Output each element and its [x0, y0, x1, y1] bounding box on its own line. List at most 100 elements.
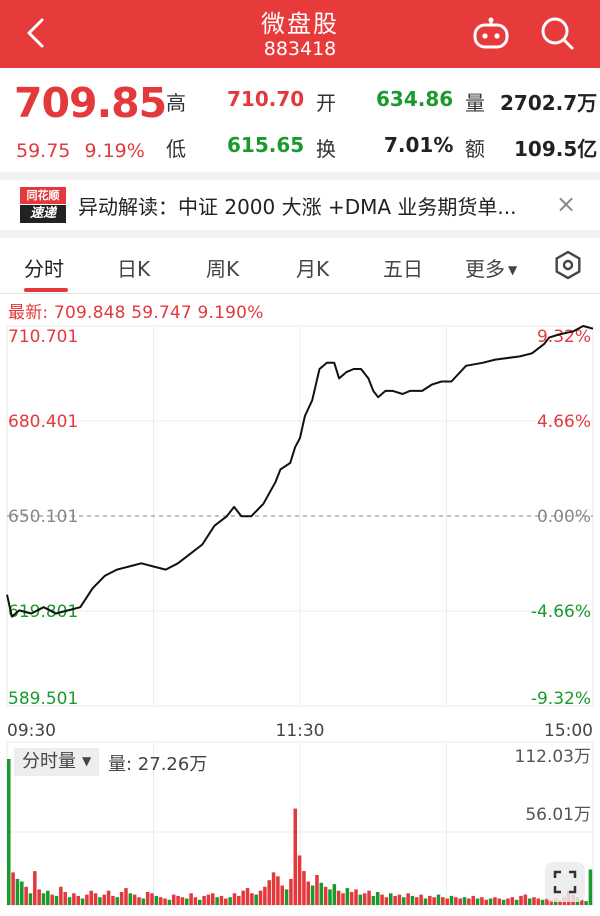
news-banner[interactable]: 同花顺 速递 异动解读：中证 2000 大涨 +DMA 业务期货单... ×	[0, 180, 600, 230]
volume-bar	[423, 898, 428, 905]
stock-name: 微盘股	[261, 10, 339, 38]
volume-bar	[72, 893, 76, 905]
volume-bar	[302, 871, 306, 905]
volume-bar	[436, 894, 441, 905]
y-tick-right: 0.00%	[537, 507, 591, 527]
volume-bar	[189, 893, 193, 905]
x-tick-label: 09:30	[7, 721, 56, 741]
volume-bar	[93, 893, 98, 905]
volume-bar	[289, 878, 293, 905]
intraday-chart[interactable]: 710.701 680.401 650.101 619.801 589.501 9.32%…	[0, 318, 600, 916]
volume-bar	[80, 898, 85, 905]
volume-bar	[406, 893, 410, 905]
volume-bar	[163, 898, 167, 905]
volume-bar	[467, 898, 471, 905]
y-tick-left: 589.501	[8, 689, 78, 709]
volume-bar	[393, 895, 397, 905]
volume-bar	[102, 894, 107, 905]
volume-bar	[371, 895, 376, 905]
volume-bar	[211, 893, 215, 905]
high-label: 高	[166, 91, 186, 115]
tab-daily-k[interactable]: 日K	[117, 257, 151, 281]
volume-bar	[367, 890, 371, 905]
volume-bar	[150, 893, 154, 905]
volume-bar	[419, 894, 423, 905]
volume-value: 2702.7万	[500, 91, 598, 115]
volume-bar	[245, 888, 250, 905]
volume-bar	[63, 892, 67, 905]
volume-bar	[228, 897, 232, 905]
close-icon[interactable]: ×	[556, 190, 577, 218]
volume-bar	[341, 893, 345, 905]
volume-bar	[484, 899, 489, 905]
volume-bar	[20, 881, 24, 905]
price-change: 59.75 9.19%	[16, 140, 145, 162]
y-tick-right: 4.66%	[537, 412, 591, 432]
volume-bar	[171, 894, 176, 905]
stock-code: 883418	[263, 38, 337, 60]
back-arrow-icon[interactable]	[20, 16, 54, 50]
tab-weekly-k[interactable]: 周K	[206, 257, 240, 281]
volume-bar	[475, 898, 480, 905]
fullscreen-button[interactable]	[545, 862, 585, 902]
caret-down-icon: ▼	[508, 263, 518, 277]
volume-bar	[11, 872, 15, 905]
volume-bar	[232, 893, 237, 905]
search-icon[interactable]	[539, 15, 575, 51]
volume-bar	[219, 895, 224, 905]
robot-assistant-icon[interactable]	[472, 17, 510, 51]
volume-bar	[145, 892, 150, 905]
volume-bar	[488, 898, 493, 905]
volume-indicator-selector[interactable]: 分时量 ▼	[14, 748, 100, 776]
volume-bar	[471, 895, 475, 905]
volume-bar	[306, 881, 311, 905]
volume-bar	[545, 898, 549, 905]
volume-bar	[37, 889, 41, 905]
volume-bar	[33, 871, 37, 905]
settings-hexagon-icon[interactable]	[553, 250, 583, 280]
volume-label: 量	[465, 91, 485, 115]
volume-bar	[284, 889, 289, 905]
volume-bar	[111, 895, 115, 905]
volume-bar	[7, 759, 11, 905]
amount-value: 109.5亿	[514, 137, 598, 161]
volume-bar	[323, 886, 328, 905]
tab-intraday[interactable]: 分时	[24, 257, 64, 281]
tab-more[interactable]: 更多 ▼	[465, 253, 517, 282]
open-value: 634.86	[376, 87, 454, 111]
tab-five-day[interactable]: 五日	[383, 257, 423, 281]
volume-bar	[167, 899, 172, 905]
news-headline[interactable]: 异动解读：中证 2000 大涨 +DMA 业务期货单...	[78, 195, 517, 219]
volume-bar	[336, 890, 341, 905]
volume-bar	[514, 899, 519, 905]
volume-bar	[98, 897, 102, 905]
volume-bar	[579, 899, 584, 905]
volume-bar	[428, 895, 432, 905]
volume-bar	[119, 892, 124, 905]
volume-bar	[76, 895, 80, 905]
x-tick-label: 15:00	[544, 721, 593, 741]
volume-bar	[271, 872, 276, 905]
last-price: 709.85	[14, 79, 167, 127]
volume-bar	[258, 890, 263, 905]
volume-bar	[50, 894, 54, 905]
volume-bar	[319, 882, 324, 905]
volume-bar	[510, 897, 515, 905]
volume-bar	[224, 898, 228, 905]
volume-bar	[532, 897, 536, 905]
volume-bar	[358, 894, 363, 905]
volume-bar	[206, 894, 211, 905]
volume-bar	[584, 901, 588, 905]
y-tick-right: -9.32%	[531, 689, 591, 709]
separator	[0, 172, 600, 180]
low-value: 615.65	[227, 133, 305, 157]
y-tick-right: -4.66%	[531, 602, 591, 622]
volume-bar	[402, 897, 406, 905]
volume-bar	[349, 892, 354, 905]
volume-bar	[59, 886, 63, 905]
volume-readout: 量: 27.26万	[108, 750, 207, 776]
volume-bar	[132, 894, 137, 905]
volume-bar	[15, 878, 20, 905]
volume-bar	[449, 895, 454, 905]
tab-monthly-k[interactable]: 月K	[296, 257, 330, 281]
